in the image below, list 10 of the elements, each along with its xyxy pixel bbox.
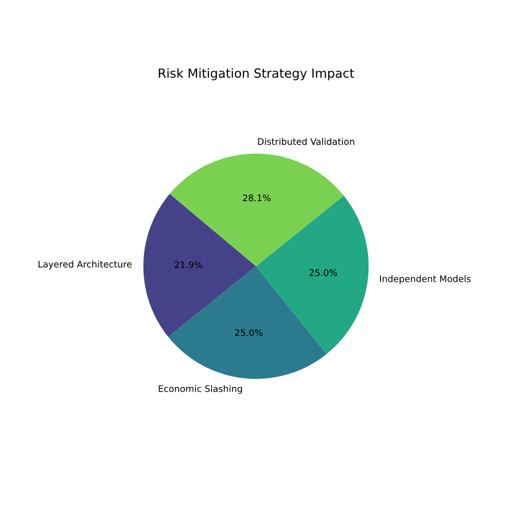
data-label: 25.0%: [310, 269, 338, 276]
slice-label: Distributed Validation: [258, 138, 354, 145]
data-label: 28.1%: [243, 194, 271, 202]
pie-slice: [170, 154, 344, 266]
chart-title: Risk Mitigation Strategy Impact: [158, 68, 354, 80]
slice-label: Layered Architecture: [38, 260, 132, 270]
data-label: 25.0%: [235, 329, 263, 336]
data-label: 21.9%: [174, 261, 202, 268]
slice-label: Independent Models: [380, 275, 471, 284]
slice-label: Economic Slashing: [158, 385, 242, 394]
